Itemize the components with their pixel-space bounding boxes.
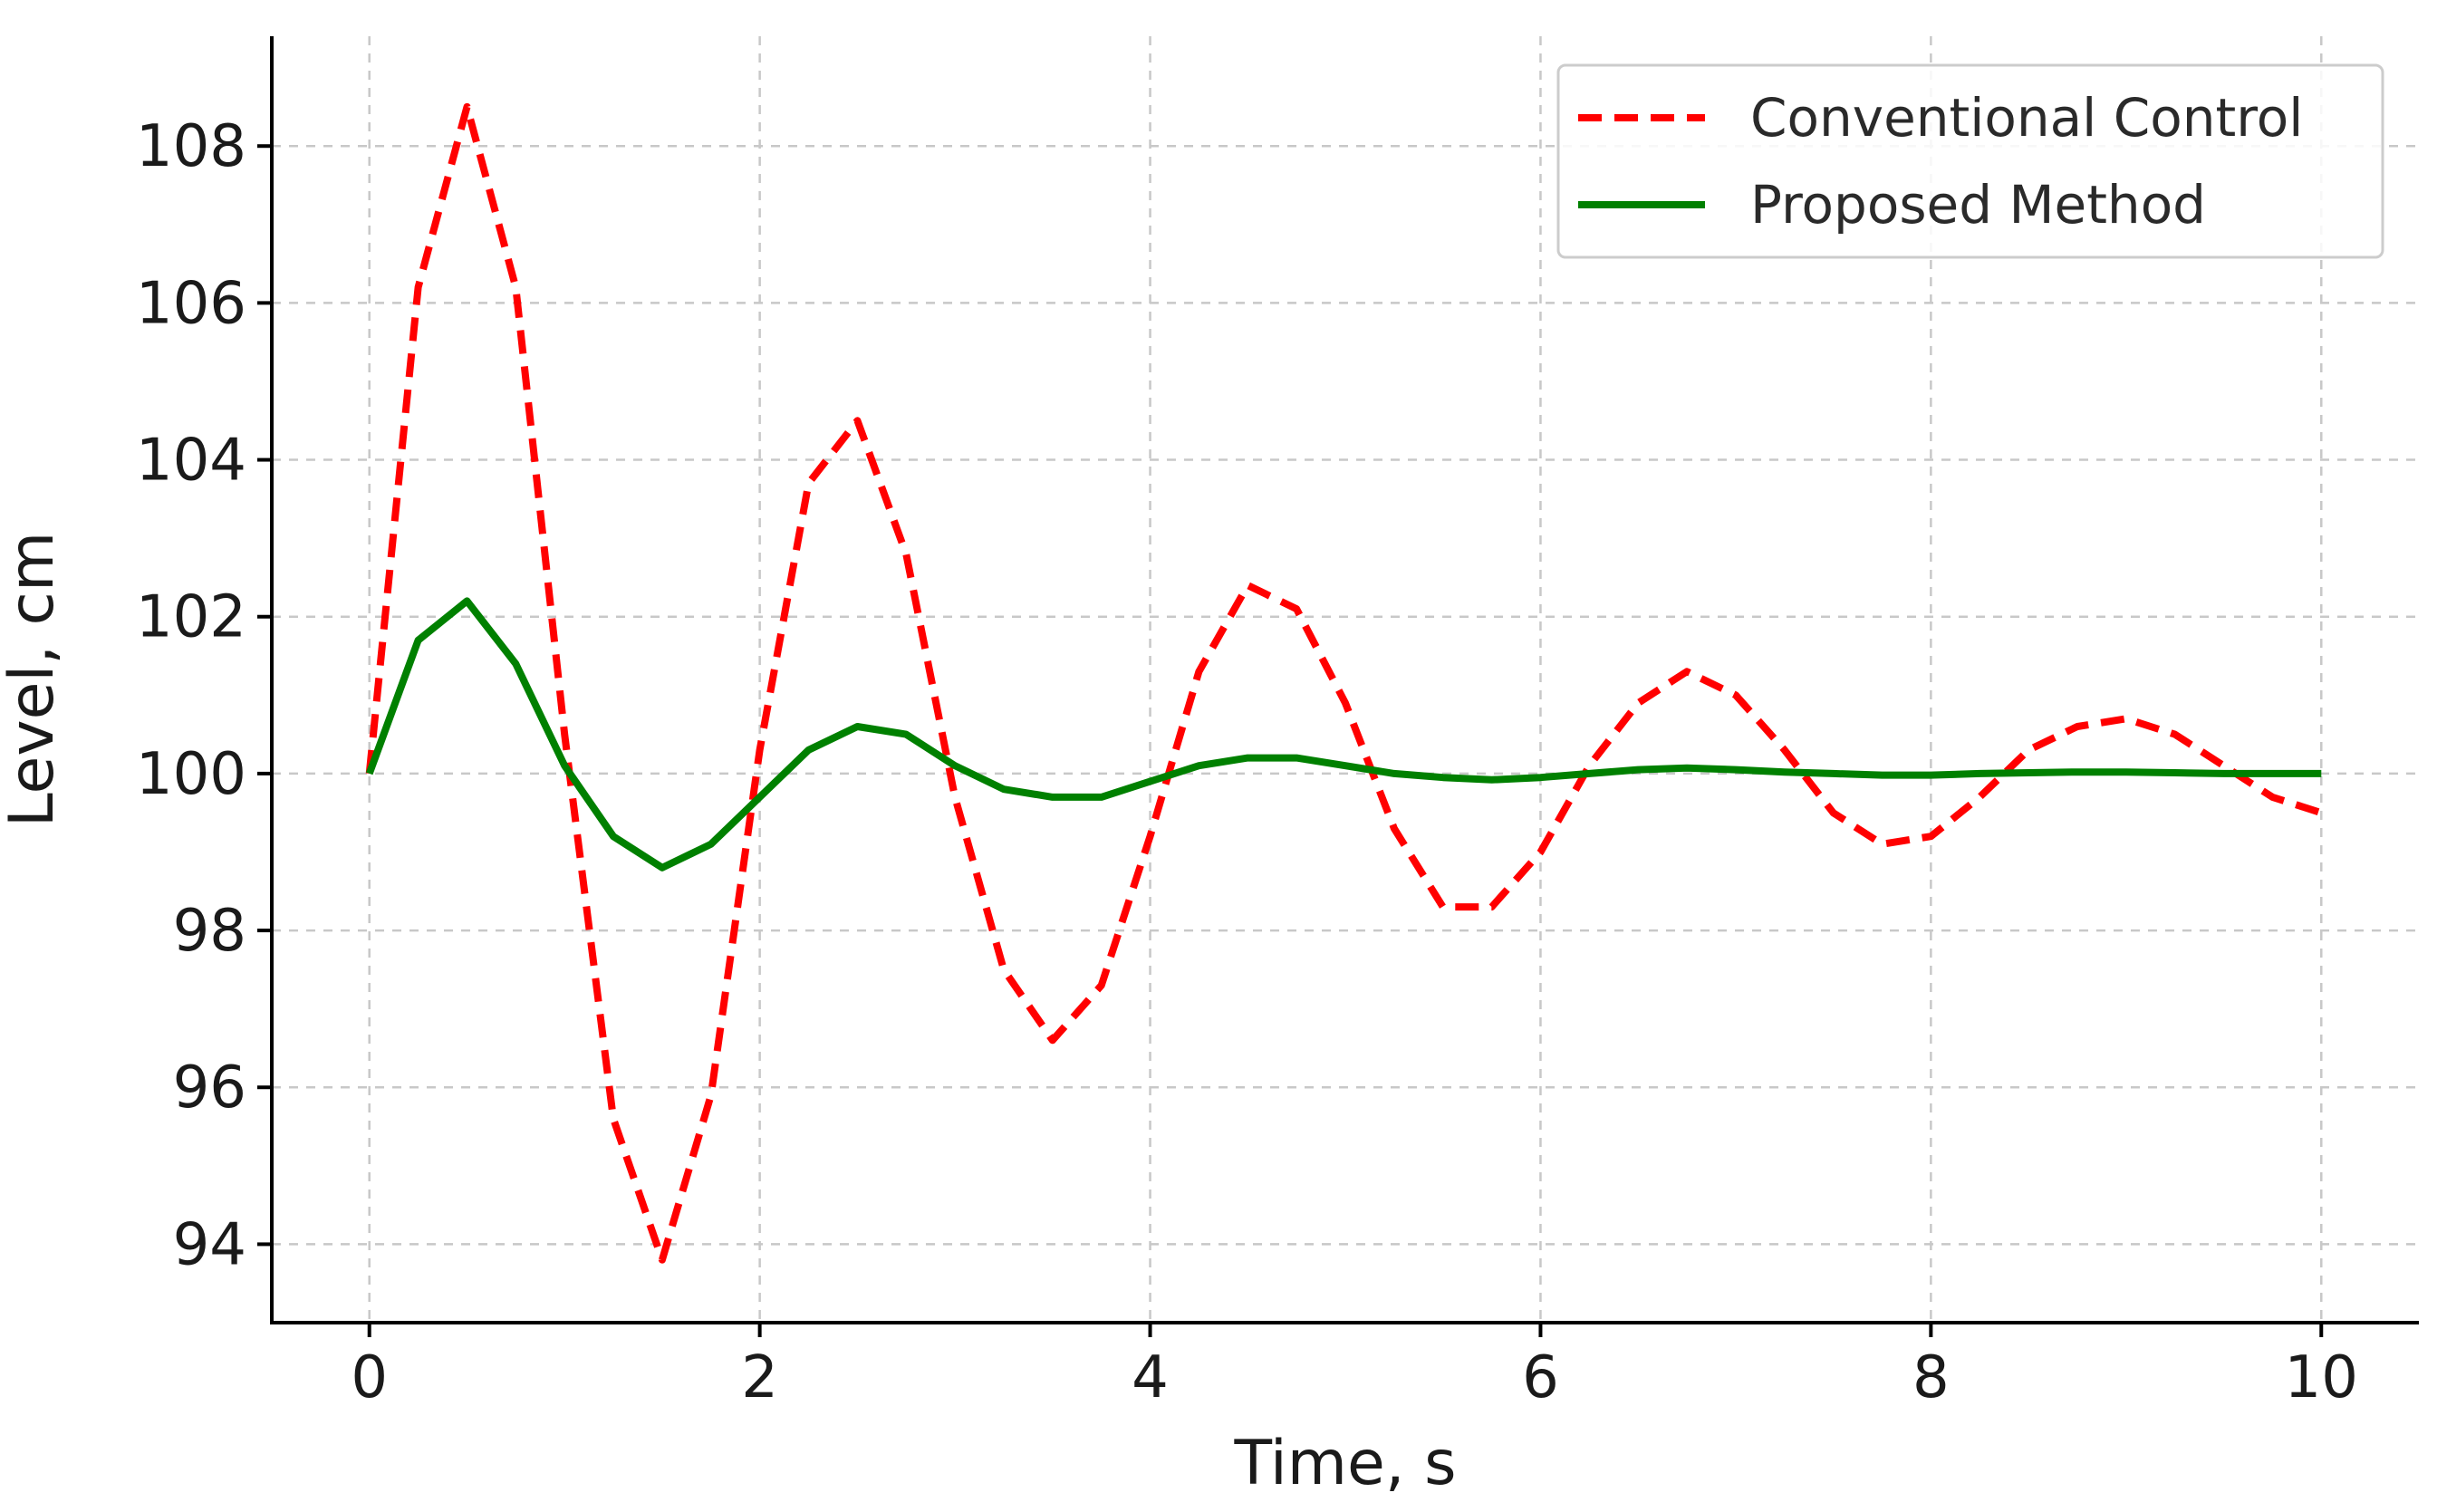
series-line-conventional-control (365, 102, 2323, 1264)
x-tick-label: 6 (1522, 1344, 1559, 1411)
x-tick-label: 2 (741, 1344, 778, 1411)
x-tick-label: 0 (351, 1344, 388, 1411)
y-axis-label: Level, cm (0, 532, 68, 827)
axes (270, 36, 2419, 1324)
y-tick-label: 100 (136, 741, 246, 808)
series-line-proposed-method (365, 597, 2322, 872)
y-tick-label: 94 (173, 1211, 246, 1278)
x-axis-label: Time, s (1233, 1428, 1456, 1499)
y-tick-label: 96 (173, 1055, 246, 1122)
y-tick-label: 98 (173, 898, 246, 965)
y-tick-label: 108 (136, 113, 246, 180)
legend-box (1556, 63, 2384, 259)
x-tick-label: 10 (2285, 1344, 2358, 1411)
legend-label-proposed-method: Proposed Method (1750, 174, 2206, 236)
legend-label-conventional-control: Conventional Control (1750, 87, 2303, 149)
series-layer (365, 102, 2323, 1264)
x-tick-label: 4 (1132, 1344, 1169, 1411)
legend: Conventional Control Proposed Method (1556, 63, 2384, 259)
y-tick-label: 104 (136, 428, 246, 495)
ticks: 0 2 4 6 8 10 94 96 98 100 102 104 106 108 (136, 113, 2358, 1411)
y-tick-label: 106 (136, 270, 246, 337)
x-tick-label: 8 (1912, 1344, 1950, 1411)
y-tick-label: 102 (136, 584, 246, 651)
